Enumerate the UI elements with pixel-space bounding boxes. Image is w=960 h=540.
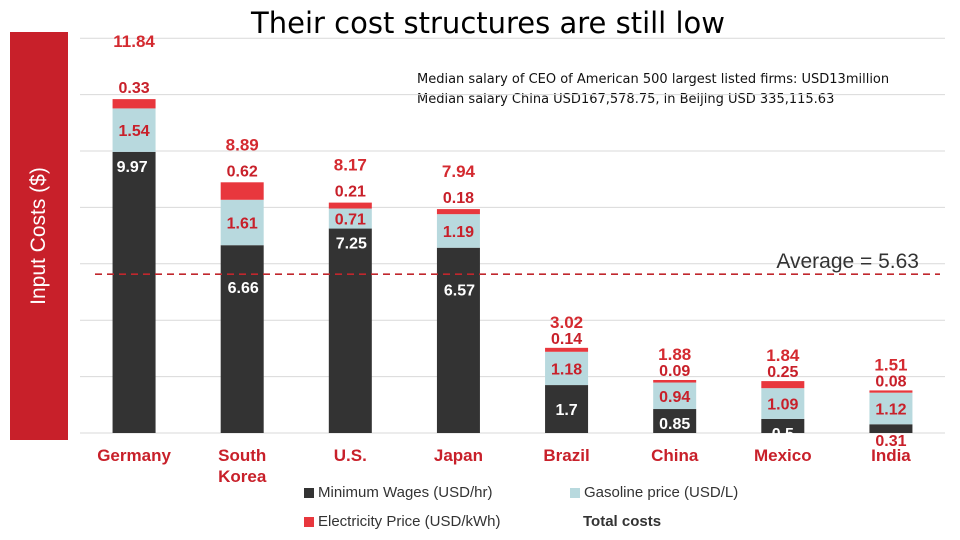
bar-wages — [328, 228, 372, 433]
data-label-wages: 0.85 — [659, 416, 690, 433]
bar-gasoline — [545, 351, 589, 386]
category-label: China — [651, 446, 699, 465]
data-label-wages: 6.57 — [444, 283, 475, 300]
data-label-electricity: 0.33 — [118, 80, 149, 97]
data-label-wages: 1.7 — [555, 402, 577, 419]
data-label-total: 8.89 — [226, 135, 259, 154]
data-label-gasoline: 0.71 — [335, 212, 366, 229]
data-label-wages: 0.31 — [875, 433, 906, 450]
category-label: Germany — [97, 446, 171, 465]
legend-item-gasoline: Gasoline price (USD/L) — [570, 484, 738, 501]
data-label-gasoline: 1.18 — [551, 361, 582, 378]
bar-electricity — [112, 99, 156, 109]
legend: Minimum Wages (USD/hr) Gasoline price (U… — [304, 482, 784, 534]
data-label-electricity: 0.21 — [335, 184, 366, 201]
salary-note-line-2: Median salary China USD167,578.75, in Be… — [417, 92, 835, 107]
data-label-wages: 6.66 — [228, 280, 259, 297]
data-label-gasoline: 1.19 — [443, 224, 474, 241]
bar-wages — [220, 245, 264, 433]
bar-electricity — [653, 379, 697, 383]
data-label-gasoline: 0.94 — [659, 389, 690, 406]
page-title: Their cost structures are still low — [251, 6, 725, 40]
category-label: South — [218, 446, 266, 465]
data-label-wages: 9.97 — [117, 159, 148, 176]
data-label-wages: 0.5 — [772, 426, 794, 443]
y-axis-label-box — [10, 32, 68, 440]
data-label-gasoline: 1.54 — [118, 123, 149, 140]
data-label-wages: 7.25 — [336, 236, 367, 253]
category-label: Korea — [218, 467, 267, 486]
legend-swatch-gasoline — [570, 488, 580, 499]
data-label-total: 8.17 — [334, 156, 367, 175]
bar-wages — [545, 385, 589, 433]
category-label: Japan — [434, 446, 483, 465]
data-label-electricity: 0.25 — [767, 364, 798, 381]
data-label-electricity: 0.08 — [875, 373, 906, 390]
data-label-total: 1.51 — [874, 355, 907, 374]
data-label-gasoline: 1.09 — [767, 397, 798, 414]
data-label-electricity: 0.09 — [659, 363, 690, 380]
bar-gasoline — [112, 108, 156, 152]
bar-electricity — [436, 209, 480, 215]
legend-item-wages: Minimum Wages (USD/hr) — [304, 484, 492, 501]
bar-electricity — [869, 390, 913, 393]
legend-item-electricity: Electricity Price (USD/kWh) — [304, 513, 501, 530]
data-label-total: 1.88 — [658, 345, 691, 364]
bar-electricity — [761, 381, 805, 389]
data-label-electricity: 0.14 — [551, 331, 582, 348]
bar-electricity — [545, 347, 589, 352]
bar-gasoline — [220, 199, 264, 246]
legend-swatch-wages — [304, 488, 314, 499]
average-label: Average = 5.63 — [776, 250, 919, 273]
legend-label-wages: Minimum Wages (USD/hr) — [318, 484, 493, 501]
category-label: Mexico — [754, 446, 812, 465]
bar-gasoline — [653, 382, 697, 410]
bar-wages — [653, 409, 697, 433]
data-label-total: 3.02 — [550, 313, 583, 332]
bar-gasoline — [328, 208, 372, 229]
data-label-electricity: 0.18 — [443, 190, 474, 207]
category-label: Brazil — [543, 446, 589, 465]
bar-electricity — [328, 202, 372, 209]
data-label-gasoline: 1.12 — [875, 401, 906, 418]
bar-wages — [436, 247, 480, 433]
bar-gasoline — [436, 214, 480, 248]
salary-note: Median salary of CEO of American 500 lar… — [417, 70, 889, 110]
bar-wages — [869, 424, 913, 433]
bar-electricity — [220, 182, 264, 200]
data-label-total: 7.94 — [442, 162, 476, 181]
category-label: U.S. — [334, 446, 367, 465]
data-label-total: 1.84 — [766, 346, 800, 365]
legend-label-electricity: Electricity Price (USD/kWh) — [318, 513, 501, 530]
bar-gasoline — [869, 392, 913, 425]
legend-swatch-electricity — [304, 517, 314, 528]
data-label-gasoline: 1.61 — [227, 215, 258, 232]
bar-wages — [112, 151, 156, 433]
data-label-total: 11.84 — [113, 32, 155, 51]
category-label: India — [871, 446, 911, 465]
bar-gasoline — [761, 388, 805, 419]
data-label-electricity: 0.62 — [227, 163, 258, 180]
salary-note-line-1: Median salary of CEO of American 500 lar… — [417, 72, 890, 87]
bar-wages — [761, 418, 805, 433]
legend-item-total-costs: Total costs — [583, 513, 662, 530]
legend-label-gasoline: Gasoline price (USD/L) — [584, 484, 739, 501]
